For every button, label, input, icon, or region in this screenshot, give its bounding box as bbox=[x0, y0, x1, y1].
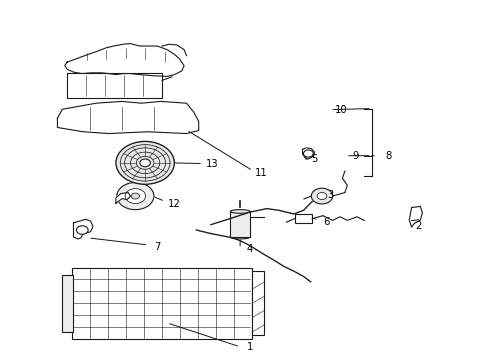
Text: 13: 13 bbox=[206, 158, 219, 168]
Polygon shape bbox=[65, 44, 184, 76]
Bar bbox=[294, 214, 312, 223]
Text: 10: 10 bbox=[335, 105, 347, 114]
Polygon shape bbox=[116, 193, 130, 203]
Circle shape bbox=[117, 183, 154, 210]
Text: 8: 8 bbox=[386, 151, 392, 161]
Ellipse shape bbox=[230, 210, 250, 213]
Circle shape bbox=[116, 141, 174, 184]
Text: 9: 9 bbox=[352, 151, 358, 161]
Text: 6: 6 bbox=[324, 217, 330, 227]
Polygon shape bbox=[67, 71, 162, 100]
Bar bbox=[62, 275, 73, 332]
Text: 1: 1 bbox=[246, 342, 253, 352]
Bar bbox=[252, 271, 265, 336]
Circle shape bbox=[311, 188, 333, 204]
Text: 3: 3 bbox=[328, 190, 334, 200]
Circle shape bbox=[125, 189, 146, 203]
Polygon shape bbox=[302, 148, 315, 159]
Bar bbox=[67, 73, 162, 98]
Bar bbox=[230, 211, 250, 237]
Circle shape bbox=[76, 226, 88, 234]
Polygon shape bbox=[409, 206, 422, 227]
Circle shape bbox=[131, 193, 140, 199]
Circle shape bbox=[303, 150, 313, 157]
Polygon shape bbox=[74, 219, 93, 239]
Text: 12: 12 bbox=[168, 199, 180, 209]
Text: 11: 11 bbox=[255, 168, 268, 178]
Text: 5: 5 bbox=[312, 154, 318, 164]
Circle shape bbox=[317, 193, 327, 199]
Polygon shape bbox=[57, 102, 199, 134]
Text: 2: 2 bbox=[415, 221, 421, 231]
Bar bbox=[72, 267, 252, 339]
Ellipse shape bbox=[230, 235, 250, 239]
Circle shape bbox=[140, 159, 150, 167]
Text: 4: 4 bbox=[246, 244, 252, 253]
Text: 7: 7 bbox=[154, 242, 161, 252]
